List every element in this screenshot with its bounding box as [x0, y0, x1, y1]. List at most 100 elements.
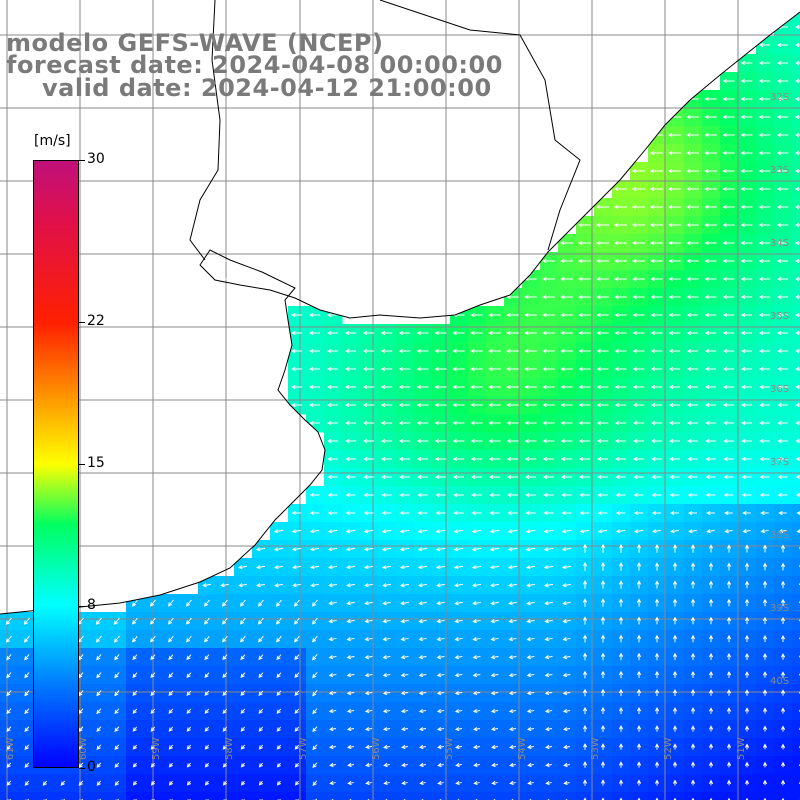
- wind-arrow: [329, 780, 336, 786]
- wind-arrow: [273, 547, 284, 552]
- wind-arrow: [758, 114, 771, 120]
- wind-arrow: [686, 168, 699, 174]
- wind-arrow: [690, 562, 696, 571]
- wind-arrow: [132, 708, 138, 714]
- wind-arrow: [344, 348, 357, 354]
- wind-arrow: [473, 780, 480, 786]
- wind-cell: [792, 486, 800, 505]
- wind-arrow: [740, 240, 753, 246]
- wind-arrow: [722, 132, 735, 138]
- wind-arrow: [600, 652, 606, 661]
- wind-arrow: [596, 258, 609, 264]
- wind-arrow: [740, 186, 753, 192]
- wind-arrow: [240, 672, 246, 679]
- wind-arrow: [600, 706, 606, 715]
- wind-arrow: [507, 492, 518, 498]
- wind-arrow: [740, 258, 753, 264]
- wind-cell: [792, 630, 800, 649]
- wind-arrow: [614, 348, 627, 354]
- wind-arrow: [726, 707, 732, 714]
- wind-arrow: [452, 402, 465, 408]
- wind-arrow: [240, 708, 246, 714]
- wind-cell: [684, 792, 703, 800]
- colorbar-tick-mark: [79, 605, 85, 607]
- wind-arrow: [668, 312, 681, 318]
- wind-arrow: [759, 474, 770, 480]
- wind-arrow: [542, 294, 555, 300]
- wind-arrow: [309, 330, 320, 336]
- wind-arrow: [778, 529, 787, 534]
- wind-arrow: [488, 474, 501, 480]
- wind-arrow: [704, 114, 717, 120]
- wind-cell: [342, 792, 361, 800]
- wind-arrow: [150, 744, 155, 750]
- wind-arrow: [506, 294, 519, 300]
- wind-arrow: [668, 420, 680, 426]
- wind-arrow: [472, 601, 481, 606]
- wind-arrow: [579, 510, 590, 516]
- wind-arrow: [613, 222, 628, 228]
- wind-arrow: [276, 726, 282, 732]
- wind-arrow: [578, 312, 591, 318]
- wind-arrow: [5, 617, 12, 625]
- wind-arrow: [649, 204, 664, 210]
- wind-arrow: [668, 258, 681, 264]
- wind-arrow: [327, 474, 338, 480]
- wind-cell: [540, 792, 559, 800]
- wind-arrow: [506, 366, 519, 372]
- wind-cell: [198, 792, 217, 800]
- wind-arrow: [383, 780, 390, 786]
- wind-cell: [792, 774, 800, 793]
- wind-arrow: [416, 402, 429, 408]
- wind-arrow: [488, 348, 501, 354]
- wind-arrow: [542, 420, 555, 426]
- wind-arrow: [327, 456, 338, 462]
- wind-arrow: [527, 744, 535, 750]
- wind-arrow: [582, 779, 588, 786]
- lon-label: 52W: [663, 737, 674, 760]
- wind-arrow: [417, 510, 428, 516]
- wind-arrow: [525, 492, 536, 498]
- wind-arrow: [744, 598, 750, 607]
- wind-cell: [108, 792, 127, 800]
- wind-arrow: [276, 672, 282, 679]
- wind-arrow: [362, 420, 375, 426]
- wind-arrow: [436, 601, 445, 606]
- wind-arrow: [636, 725, 642, 732]
- wind-arrow: [795, 42, 800, 48]
- wind-arrow: [614, 384, 627, 390]
- wind-arrow: [345, 456, 356, 462]
- wind-arrow: [168, 690, 174, 696]
- colorbar-tick-label: 30: [87, 151, 105, 167]
- wind-cell: [162, 792, 181, 800]
- wind-arrow: [327, 384, 338, 390]
- wind-arrow: [578, 348, 591, 354]
- wind-cell: [792, 756, 800, 775]
- wind-cell: [792, 576, 800, 595]
- colorbar-unit: [m/s]: [34, 133, 71, 149]
- wind-arrow: [382, 601, 391, 606]
- wind-arrow: [688, 529, 697, 534]
- wind-arrow: [741, 492, 752, 498]
- wind-arrow: [708, 580, 714, 589]
- wind-arrow: [363, 456, 374, 462]
- wind-arrow: [276, 762, 281, 768]
- wind-arrow: [380, 366, 393, 372]
- wind-arrow: [23, 635, 30, 643]
- wind-arrow: [508, 637, 517, 642]
- wind-arrow: [744, 544, 750, 553]
- wind-arrow: [780, 544, 786, 553]
- wind-cell: [18, 792, 37, 800]
- wind-arrow: [470, 420, 483, 426]
- wind-arrow: [490, 726, 499, 732]
- wind-arrow: [132, 617, 138, 625]
- wind-arrow: [114, 708, 120, 715]
- wind-arrow: [24, 690, 30, 697]
- wind-arrow: [562, 601, 571, 606]
- wind-arrow: [650, 258, 663, 264]
- wind-arrow: [437, 780, 444, 786]
- wind-arrow: [114, 780, 120, 786]
- wind-cell: [0, 792, 19, 800]
- wind-arrow: [345, 492, 356, 498]
